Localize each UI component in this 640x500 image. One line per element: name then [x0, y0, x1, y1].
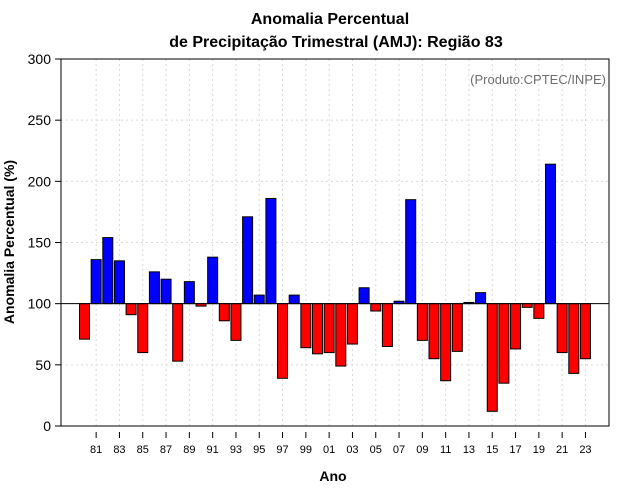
x-tick-label: 01 — [323, 444, 335, 456]
bar-84 — [125, 303, 137, 316]
bar-11 — [440, 303, 452, 382]
bar-97 — [277, 303, 289, 379]
bar-83 — [113, 260, 125, 305]
bar-82 — [102, 237, 114, 305]
y-tick-label: 200 — [28, 173, 52, 189]
y-tick-label: 150 — [28, 235, 52, 251]
bar-86 — [148, 271, 160, 305]
bar-18 — [521, 303, 533, 308]
chart-subtitle: de Precipitação Trimestral (AMJ): Região… — [169, 34, 503, 51]
x-tick-label: 09 — [416, 444, 428, 456]
y-tick-label: 0 — [43, 418, 51, 434]
bar-10 — [428, 303, 440, 360]
x-tick-label: 05 — [370, 444, 382, 456]
x-tick-label: 17 — [509, 444, 521, 456]
x-tick-label: 21 — [556, 444, 568, 456]
bar-93 — [230, 303, 242, 341]
bar-88 — [172, 303, 184, 362]
x-tick-label: 83 — [113, 444, 125, 456]
x-tick-label: 81 — [90, 444, 102, 456]
x-tick-label: 85 — [137, 444, 149, 456]
bar-09 — [416, 303, 428, 341]
bar-05 — [370, 303, 382, 312]
x-tick-label: 07 — [393, 444, 405, 456]
bar-17 — [510, 303, 522, 350]
bar-14 — [475, 292, 487, 305]
bar-15 — [486, 303, 498, 412]
x-tick-label: 89 — [183, 444, 195, 456]
x-tick-label: 15 — [486, 444, 498, 456]
bar-12 — [451, 303, 463, 352]
bar-80 — [79, 303, 90, 340]
bar-03 — [346, 303, 358, 345]
bar-99 — [300, 303, 312, 349]
y-tick-label: 50 — [35, 357, 51, 373]
x-tick-label: 95 — [253, 444, 265, 456]
bars — [79, 163, 591, 412]
chart-title: Anomalia Percentual — [251, 11, 409, 28]
y-axis-label: Anomalia Percentual (%) — [1, 160, 17, 324]
bar-87 — [160, 278, 172, 305]
x-axis: 81 83 85 87 89 91 93 95 97 99 01 03 05 07 09 11 13 15 17 19… — [90, 432, 592, 456]
x-tick-label: 93 — [230, 444, 242, 456]
bar-94 — [242, 216, 254, 305]
bar-92 — [218, 303, 230, 322]
bar-85 — [137, 303, 149, 354]
bar-91 — [207, 256, 219, 305]
y-tick-label: 100 — [28, 296, 52, 312]
bar-04 — [358, 287, 370, 305]
bar-08 — [405, 199, 417, 305]
y-axis: 0 50 100 150 200 250 300 — [28, 51, 61, 434]
bar-96 — [265, 197, 277, 305]
y-tick-label: 250 — [28, 112, 52, 128]
bar-81 — [90, 259, 102, 305]
bar-00 — [312, 303, 323, 355]
x-tick-label: 13 — [463, 444, 475, 456]
bar-95 — [253, 294, 265, 305]
x-tick-label: 99 — [300, 444, 312, 456]
bar-22 — [568, 303, 580, 374]
x-tick-label: 11 — [440, 444, 451, 456]
bar-21 — [556, 303, 568, 354]
x-tick-label: 03 — [346, 444, 358, 456]
bar-01 — [323, 303, 335, 354]
grid — [61, 59, 609, 426]
x-tick-label: 97 — [276, 444, 288, 456]
bar-19 — [533, 303, 545, 319]
bar-89 — [183, 281, 195, 305]
x-axis-label: Ano — [319, 468, 346, 484]
x-tick-label: 23 — [579, 444, 591, 456]
bar-98 — [288, 294, 300, 305]
credit-text: (Produto:CPTEC/INPE) — [470, 72, 606, 87]
x-tick-label: 91 — [207, 444, 219, 456]
y-tick-label: 300 — [28, 51, 52, 67]
bar-16 — [498, 303, 510, 384]
bar-02 — [335, 303, 347, 367]
bar-23 — [579, 303, 591, 360]
x-tick-label: 87 — [160, 444, 172, 456]
bar-20 — [545, 163, 556, 305]
x-tick-label: 19 — [533, 444, 545, 456]
bar-06 — [381, 303, 393, 347]
